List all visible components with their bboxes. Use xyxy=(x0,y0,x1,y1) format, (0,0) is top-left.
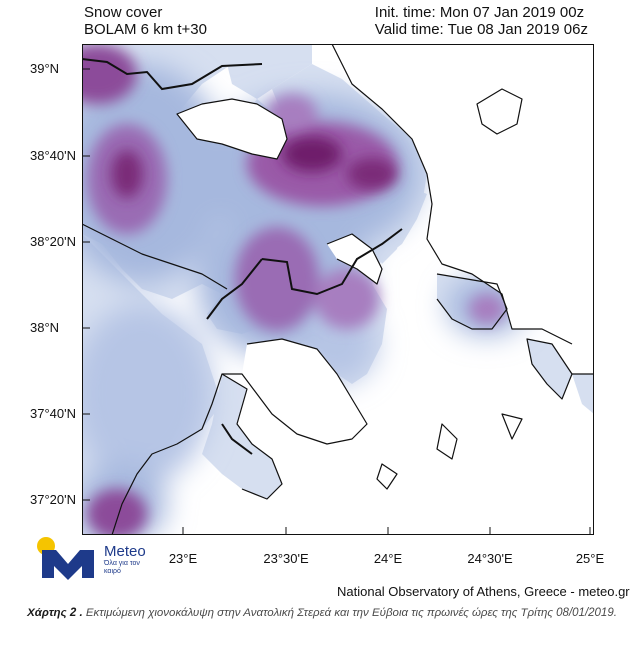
map-time-block: Init. time: Mon 07 Jan 2019 00z Valid ti… xyxy=(375,4,588,38)
model-label: BOLAM 6 km t+30 xyxy=(84,21,207,38)
region-border-layer xyxy=(82,58,403,455)
map-title-block: Snow cover BOLAM 6 km t+30 xyxy=(84,4,207,38)
credit-text: National Observatory of Athens, Greece -… xyxy=(337,584,630,599)
lon-label-23: 23°E xyxy=(168,551,198,566)
figure-caption: Χάρτης 2 . Εκτιμώμενη χιονοκάλυψη στην Α… xyxy=(20,606,624,621)
lat-label-38-40: 38°40'N xyxy=(30,148,76,163)
lon-label-25: 25°E xyxy=(575,551,605,566)
logo-name: Meteo xyxy=(104,543,146,560)
init-time: Init. time: Mon 07 Jan 2019 00z xyxy=(374,4,585,21)
valid-time: Valid time: Tue 08 Jan 2019 06z xyxy=(374,21,588,38)
snow-cover-map xyxy=(82,44,594,535)
m-mark-icon xyxy=(42,550,94,580)
caption-lead: Χάρτης 2 . xyxy=(27,607,83,619)
lat-label-38-20: 38°20'N xyxy=(30,234,76,249)
lon-label-24-30: 24°30'E xyxy=(467,551,513,566)
lat-label-37-20: 37°20'N xyxy=(30,492,76,507)
caption-text: Εκτιμώμενη χιονοκάλυψη στην Ανατολική Στ… xyxy=(82,607,617,619)
lat-label-37-40: 37°40'N xyxy=(30,406,76,421)
meteo-logo xyxy=(37,537,94,580)
snow-max-layer xyxy=(111,136,397,198)
map-border xyxy=(82,44,594,535)
logo-text: Meteo Όλα για τον καιρό xyxy=(104,543,146,576)
lat-label-39: 39°N xyxy=(30,61,60,76)
logo-tagline: Όλα για τον καιρό xyxy=(104,560,140,575)
lat-label-38: 38°N xyxy=(30,320,60,335)
lon-label-24: 24°E xyxy=(373,551,403,566)
lon-label-23-30: 23°30'E xyxy=(263,551,309,566)
coastline-layer xyxy=(82,44,594,535)
map-title: Snow cover xyxy=(84,4,163,21)
tick-layer xyxy=(82,68,591,535)
